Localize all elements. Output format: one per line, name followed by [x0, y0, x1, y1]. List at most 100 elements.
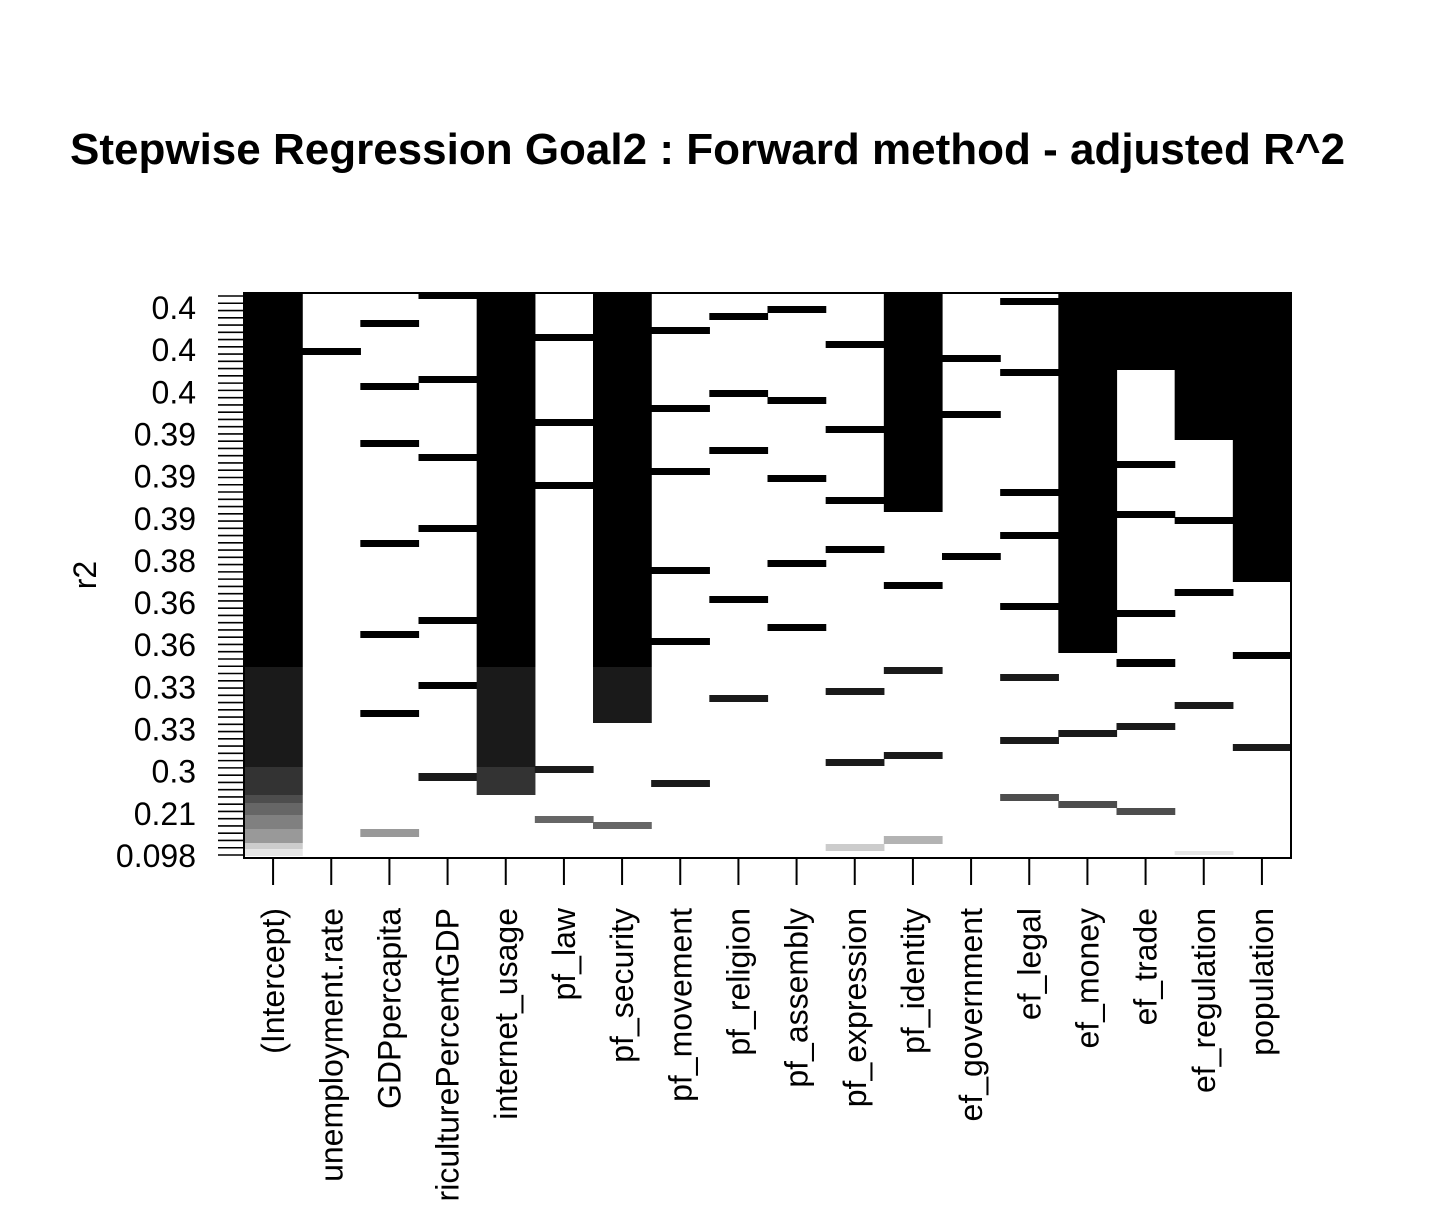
cell-4-2 [476, 767, 536, 795]
y-tick-label: 0.33 [134, 712, 196, 748]
y-tick-label: 0.4 [152, 290, 196, 326]
cell-11-4 [883, 836, 943, 844]
cell-9-2 [767, 475, 827, 482]
cell-5-3 [534, 766, 594, 773]
cell-7-1 [651, 405, 710, 412]
cell-4-1 [476, 667, 536, 767]
cell-13-3 [1000, 532, 1059, 539]
cell-5-1 [534, 419, 594, 426]
cell-15-2 [1116, 511, 1176, 518]
heatmap-cells [244, 293, 1292, 856]
x-tick-label: pf_movement [662, 908, 698, 1102]
cell-15-5 [1116, 723, 1176, 730]
x-tick-label: ef_money [1069, 908, 1105, 1049]
cell-0-6 [244, 829, 303, 843]
cell-5-2 [534, 482, 594, 489]
y-tick-label: 0.3 [152, 754, 196, 790]
cell-2-2 [360, 440, 420, 447]
cell-10-6 [825, 844, 885, 851]
y-tick-label: 0.36 [134, 585, 196, 621]
cell-15-0 [1116, 293, 1176, 370]
y-tick-label: 0.4 [152, 332, 196, 368]
cell-6-0 [593, 293, 652, 667]
cell-15-1 [1116, 461, 1176, 468]
cell-17-1 [1232, 652, 1292, 659]
cell-9-4 [767, 624, 827, 631]
y-axis-label: r2 [67, 561, 103, 589]
cell-10-4 [825, 688, 885, 695]
cell-13-4 [1000, 603, 1059, 610]
x-tick-label: pf_assembly [779, 908, 815, 1088]
cell-12-2 [942, 553, 1001, 560]
cell-4-0 [476, 293, 536, 667]
cell-14-2 [1058, 801, 1118, 808]
cell-15-3 [1116, 610, 1176, 617]
y-tick-label: 0.39 [134, 459, 196, 495]
x-tick-label: agriculturePercentGDP [430, 908, 466, 1200]
x-tick-label: internet_usage [488, 908, 524, 1120]
cell-10-2 [825, 497, 885, 504]
cell-12-0 [942, 355, 1001, 362]
cell-3-0 [418, 293, 478, 299]
cell-0-8 [244, 849, 303, 856]
cell-3-2 [418, 454, 478, 461]
cell-16-0 [1174, 293, 1234, 440]
y-tick-label: 0.39 [134, 416, 196, 452]
cell-8-2 [709, 447, 769, 454]
cell-8-0 [709, 313, 769, 320]
y-minor-ticks [218, 295, 244, 856]
cell-16-2 [1174, 589, 1234, 596]
x-tick-label: ef_trade [1128, 908, 1164, 1025]
cell-1-0 [302, 348, 361, 355]
cell-8-1 [709, 390, 769, 397]
cell-11-0 [883, 293, 943, 512]
y-tick-labels: 0.4 0.4 0.4 0.39 0.39 0.39 0.38 0.36 0.36 0.33 0.3… [116, 290, 196, 874]
cell-14-0 [1058, 293, 1118, 653]
x-tick-label: ef_government [953, 908, 989, 1122]
cell-2-5 [360, 710, 420, 717]
cell-3-3 [418, 525, 478, 532]
cell-2-0 [360, 320, 420, 327]
cell-7-5 [651, 780, 710, 787]
cell-13-1 [1000, 369, 1059, 376]
y-tick-label: 0.39 [134, 501, 196, 537]
cell-0-3 [244, 795, 303, 803]
cell-14-1 [1058, 730, 1118, 737]
cell-2-6 [360, 829, 420, 837]
cell-10-3 [825, 546, 885, 553]
x-tick-label: pf_law [546, 907, 582, 1000]
cell-13-7 [1000, 794, 1059, 801]
cell-3-1 [418, 376, 478, 383]
cell-7-4 [651, 638, 710, 645]
cell-7-0 [651, 327, 710, 334]
y-tick-label: 0.21 [134, 796, 196, 832]
cell-5-0 [534, 334, 594, 341]
cell-3-6 [418, 773, 478, 781]
cell-11-1 [883, 582, 943, 589]
cell-11-3 [883, 752, 943, 759]
y-tick-label: 0.33 [134, 669, 196, 705]
cell-2-4 [360, 631, 420, 638]
cell-6-1 [593, 667, 652, 723]
plot-frame [243, 292, 1292, 859]
x-tick-label: ef_regulation [1186, 908, 1222, 1093]
cell-8-4 [709, 695, 769, 702]
cell-10-1 [825, 426, 885, 433]
x-tick-label: ef_legal [1011, 908, 1047, 1020]
cell-8-3 [709, 596, 769, 603]
cell-12-1 [942, 411, 1001, 418]
cell-15-6 [1116, 808, 1176, 815]
cell-10-5 [825, 759, 885, 766]
cell-9-0 [767, 306, 827, 313]
chart-title: Stepwise Regression Goal2 : Forward meth… [70, 125, 1345, 174]
cell-0-0 [244, 293, 303, 667]
cell-15-4 [1116, 659, 1176, 667]
cell-7-3 [651, 567, 710, 574]
cell-13-6 [1000, 737, 1059, 744]
cell-6-2 [593, 822, 652, 829]
cell-17-2 [1232, 744, 1292, 751]
x-tick-label: pf_religion [720, 908, 756, 1056]
cell-3-4 [418, 617, 478, 624]
